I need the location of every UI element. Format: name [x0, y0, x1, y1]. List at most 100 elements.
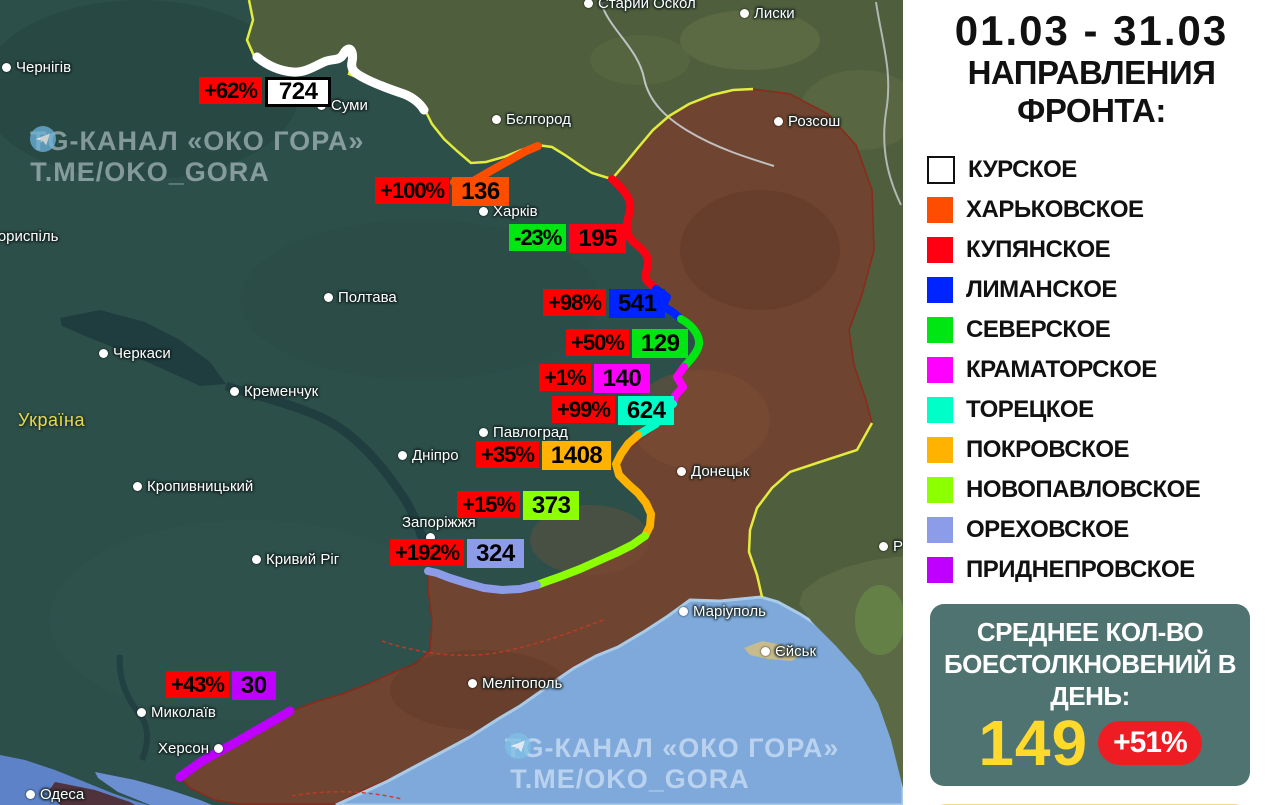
city-kherson: Херсон [158, 740, 223, 757]
legend-item-toretskoe: ТОРЕЦКОЕ [927, 390, 1280, 430]
stat-orehovskoe: +192% 324 [390, 539, 524, 568]
stat-value: 140 [593, 364, 651, 393]
stat-pridneprovskoe: +43% 30 [166, 671, 276, 700]
city-chernihiv: Чернігів [2, 59, 71, 76]
stat-pct: +50% [566, 329, 629, 356]
front-line-pokrovskoe [612, 431, 655, 540]
watermark-line1: ТG-КАНАЛ «ОКО ГОРА» [505, 733, 840, 763]
city-cherkasy: Черкаси [99, 345, 171, 362]
front-line-kurskoe [252, 44, 429, 115]
watermark-top: ТG-КАНАЛ «ОКО ГОРА» T.ME/OKO_GORA [30, 126, 365, 188]
city-liski: Лиски [740, 5, 795, 22]
legend-swatch [927, 477, 953, 503]
city-odesa: Одеса [26, 786, 84, 803]
city-kremenchuk: Кременчук [230, 383, 318, 400]
city-yeysk: Єйськ [761, 643, 816, 660]
legend-swatch [927, 517, 953, 543]
city-dot [324, 293, 333, 302]
date-range: 01.03 - 31.03 [954, 7, 1229, 54]
front-line-orehovskoe [424, 567, 541, 594]
legend-item-orehovskoe: ОРЕХОВСКОЕ [927, 510, 1280, 550]
stat-pct: +100% [375, 177, 450, 204]
legend-item-limanskoe: ЛИМАНСКОЕ [927, 270, 1280, 310]
city-dot [774, 117, 783, 126]
city-dot [479, 428, 488, 437]
city-dot [479, 207, 488, 216]
city-mariupol: Маріуполь [679, 603, 766, 620]
map-area: ТG-КАНАЛ «ОКО ГОРА» T.ME/OKO_GORA ТG-КАН… [0, 0, 903, 805]
stat-value: 541 [608, 289, 666, 318]
sea-black [0, 755, 148, 805]
telegram-plane-icon [30, 126, 56, 152]
legend-item-kramatorskoe: КРАМАТОРСКОЕ [927, 350, 1280, 390]
stat-pct: +98% [543, 289, 606, 316]
legend-item-kupyanskoe: КУПЯНСКОЕ [927, 230, 1280, 270]
river-gray [600, 1, 775, 167]
watermark-line2: T.ME/OKO_GORA [510, 764, 750, 794]
city-partial: Р [879, 538, 903, 555]
stat-kurskoe: +62% 724 [199, 77, 332, 107]
city-dot [761, 647, 770, 656]
stat-value: 324 [467, 539, 524, 568]
stat-value: 136 [452, 177, 509, 206]
city-dot [133, 482, 142, 491]
city-dot [230, 387, 239, 396]
city-kryvyi-rih: Кривий Ріг [252, 551, 339, 568]
city-dot [468, 679, 477, 688]
stat-value: 373 [522, 491, 580, 520]
stat-value: 624 [617, 396, 675, 425]
city-dot [584, 0, 593, 8]
front-line-kupyanskoe [608, 175, 660, 293]
map-svg [0, 0, 903, 805]
legend-item-pokrovskoe: ПОКРОВСКОЕ [927, 430, 1280, 470]
city-dnipro: Дніпро [398, 447, 459, 464]
watermark-bottom: ТG-КАНАЛ «ОКО ГОРА» T.ME/OKO_GORA [505, 733, 840, 795]
city-kharkiv: Харків [479, 203, 538, 220]
city-dot [213, 744, 223, 753]
legend-swatch [927, 437, 953, 463]
country-label: Україна [18, 410, 85, 430]
city-dot [99, 349, 108, 358]
legend-item-severskoe: СЕВЕРСКОЕ [927, 310, 1280, 350]
city-boryspil: Бориспіль [0, 228, 59, 245]
stat-value: 195 [569, 224, 626, 253]
stat-pct: +192% [390, 539, 465, 566]
city-dot [2, 63, 11, 72]
stat-pct: +62% [199, 77, 262, 104]
city-dot [398, 451, 407, 460]
city-belgorod: Бєлгород [492, 111, 571, 128]
city-pavlohrad: Павлоград [479, 424, 568, 441]
city-zaporizhzhia: Запоріжжя [402, 514, 476, 542]
front-line-severskoe [677, 315, 703, 371]
stat-kupyanskoe: -23% 195 [509, 224, 626, 253]
stat-pct: +15% [457, 491, 520, 518]
city-dot [426, 533, 435, 542]
legend-item-kharkovskoe: ХАРЬКОВСКОЕ [927, 190, 1280, 230]
stat-kramatorskoe: +1% 140 [539, 364, 651, 393]
city-rossosh: Розсош [774, 113, 840, 130]
front-line-novopavlovskoe [533, 532, 649, 589]
river-dnipro [60, 310, 226, 386]
city-dot [740, 9, 749, 18]
stat-novopavlovskoe: +15% 373 [457, 491, 580, 520]
city-dot [137, 708, 146, 717]
legend-swatch [927, 156, 955, 184]
watermark-line1: ТG-КАНАЛ «ОКО ГОРА» [30, 126, 365, 156]
legend-swatch [927, 557, 953, 583]
city-dot [679, 607, 688, 616]
stat-limanskoe: +98% 541 [543, 289, 666, 318]
stat-value: 30 [231, 671, 276, 700]
stat-pct: +1% [539, 364, 591, 391]
city-poltava: Полтава [324, 289, 397, 306]
stat-pct: +99% [552, 396, 615, 423]
stat-pct: +43% [166, 671, 229, 698]
legend-swatch [927, 357, 953, 383]
stat-severskoe: +50% 129 [566, 329, 689, 358]
legend-swatch [927, 317, 953, 343]
stats-value: 149 [978, 707, 1089, 779]
legend-item-pridneprovskoe: ПРИДНЕПРОВСКОЕ [927, 550, 1280, 590]
legend-swatch [927, 277, 953, 303]
stat-pct: -23% [509, 224, 567, 251]
stat-pokrovskoe: +35% 1408 [476, 441, 612, 470]
